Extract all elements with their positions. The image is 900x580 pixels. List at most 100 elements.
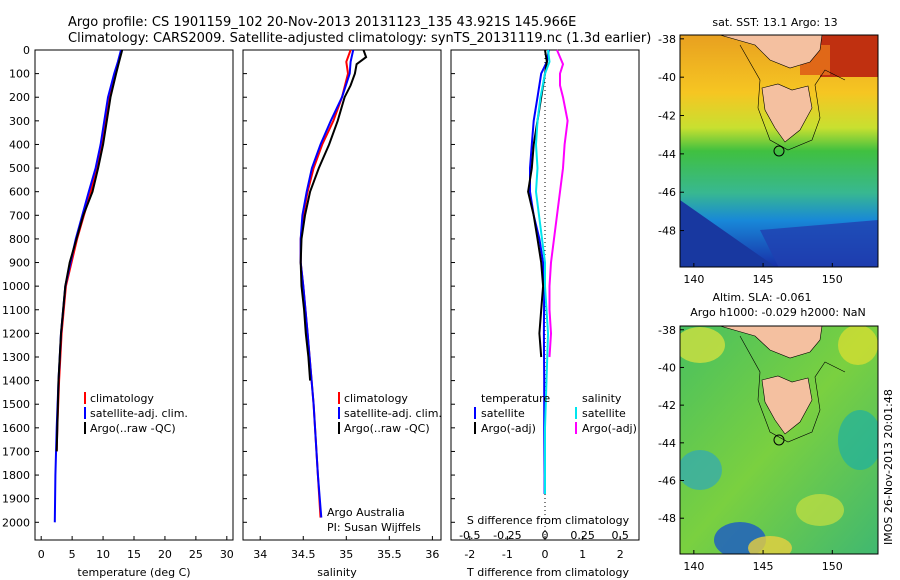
sla-map-title-line2: Argo h1000: -0.029 h2000: NaN [690, 306, 866, 319]
x-tick-label: 10 [96, 548, 110, 561]
map-y-tick-label: -46 [658, 186, 676, 199]
x-tick-label: 34.5 [291, 548, 316, 561]
sla-high-blob [748, 536, 792, 554]
t-difference-axis-label: T difference from climatology [466, 566, 629, 579]
depth-tick-label: 1100 [2, 304, 30, 317]
salinity-plot: 34 34.5 35 35.5 36 [253, 49, 439, 561]
x-tick-label: 30 [220, 548, 234, 561]
x-tick-label: 20 [158, 548, 172, 561]
map-y-tick-label: -44 [658, 148, 676, 161]
depth-tick-label: 700 [9, 209, 30, 222]
sst-cold-corner [680, 200, 776, 267]
mainland-coast [719, 326, 823, 359]
bathymetry-contour [739, 335, 846, 443]
x-tick-label: 2 [617, 548, 624, 561]
salinity-annotation-line1: Argo Australia [327, 506, 405, 519]
mainland-coast [719, 35, 823, 69]
series-line-salinity-satellite [534, 49, 551, 494]
sla-map-frame [679, 325, 879, 555]
salinity-axis-label: salinity [317, 566, 357, 579]
legend-label-satellite: satellite-adj. clim. [90, 407, 188, 420]
map-y-tick-label: -46 [658, 475, 676, 488]
map-y-tick-label: -42 [658, 399, 676, 412]
x-tick-label: 5 [69, 548, 76, 561]
sla-high-blob [796, 494, 844, 526]
depth-tick-label: 1700 [2, 445, 30, 458]
depth-tick-label: 1800 [2, 469, 30, 482]
argo-position-marker [773, 145, 785, 157]
bathymetry-contour [739, 44, 846, 151]
map-x-tick-label: 150 [822, 560, 843, 573]
figure-title-line2: Climatology: CARS2009. Satellite-adjuste… [68, 31, 651, 46]
series-line-climatology [299, 49, 352, 518]
sla-low-blob [838, 410, 878, 470]
depth-tick-label: 1300 [2, 351, 30, 364]
depth-tick-label: 1000 [2, 280, 30, 293]
map-y-tick-label: -40 [658, 71, 676, 84]
figure-title-line1: Argo profile: CS 1901159_102 20-Nov-2013… [68, 15, 576, 30]
depth-tick-label: 1500 [2, 398, 30, 411]
map-x-tick-label: 145 [753, 273, 774, 286]
s-diff-tick-label: -0.5 [459, 529, 480, 542]
map-y-tick-label: -38 [658, 33, 676, 46]
salinity-panel [242, 49, 442, 541]
sst-map-title: sat. SST: 13.1 Argo: 13 [712, 16, 837, 29]
difference-legend: temperature satellite Argo(-adj) salinit… [474, 392, 637, 435]
legend-label-argo: Argo(..raw -QC) [344, 422, 430, 435]
legend-label-temp-argo: Argo(-adj) [481, 422, 536, 435]
depth-tick-label: 0 [23, 44, 30, 57]
map-y-tick-label: -38 [658, 324, 676, 337]
x-tick-label: -1 [502, 548, 513, 561]
sst-map-frame [679, 34, 879, 268]
depth-tick-label: 1600 [2, 422, 30, 435]
x-tick-label: 35 [339, 548, 353, 561]
argo-position-marker [773, 434, 785, 446]
sst-deep-blue-band [760, 220, 878, 267]
temperature-axis-label: temperature (deg C) [77, 566, 190, 579]
map-x-tick-label: 145 [753, 560, 774, 573]
x-tick-label: 36 [425, 548, 439, 561]
s-diff-tick-label: 0.25 [570, 529, 595, 542]
difference-plot: -2 -1 0 1 2 -0.5 -0.25 0 0.25 0.5 [459, 49, 629, 561]
imos-credit: IMOS 26-Nov-2013 20:01:48 [882, 389, 895, 545]
x-tick-label: 1 [579, 548, 586, 561]
salinity-annotation-line2: PI: Susan Wijffels [327, 521, 421, 534]
legend-label-climatology: climatology [344, 392, 408, 405]
legend-label-argo: Argo(..raw -QC) [90, 422, 176, 435]
depth-tick-label: 900 [9, 257, 30, 270]
tasmania-island [761, 375, 813, 435]
x-tick-label: 25 [189, 548, 203, 561]
sst-map-axes: 140 145 150 -38 -40 -42 -44 -46 -48 [658, 33, 843, 286]
legend-title-temperature: temperature [481, 392, 550, 405]
map-y-tick-label: -42 [658, 110, 676, 123]
s-diff-tick-label: 0.5 [611, 529, 629, 542]
sla-map [680, 326, 878, 554]
map-y-tick-label: -48 [658, 512, 676, 525]
depth-tick-label: 300 [9, 115, 30, 128]
x-tick-label: -2 [464, 548, 475, 561]
temperature-legend: climatology satellite-adj. clim. Argo(..… [84, 392, 188, 435]
x-tick-label: 0 [542, 548, 549, 561]
map-y-tick-label: -40 [658, 361, 676, 374]
depth-tick-label: 100 [9, 68, 30, 81]
sla-map-title-line1: Altim. SLA: -0.061 [712, 291, 811, 304]
depth-tick-label: 1900 [2, 493, 30, 506]
sla-high-blob [680, 327, 725, 363]
salinity-legend: climatology satellite-adj. clim. Argo(..… [338, 392, 442, 435]
depth-tick-label: 400 [9, 138, 30, 151]
s-diff-tick-label: 0 [542, 529, 549, 542]
x-tick-label: 34 [253, 548, 267, 561]
map-x-tick-label: 140 [683, 560, 704, 573]
temperature-plot: 0 5 10 15 20 25 30 [38, 49, 234, 561]
x-tick-label: 15 [127, 548, 141, 561]
depth-tick-label: 500 [9, 162, 30, 175]
series-line-argo-raw-qc [55, 49, 124, 452]
series-line-satellite-adj-clim [299, 49, 355, 518]
x-tick-label: 0 [38, 548, 45, 561]
map-y-tick-label: -48 [658, 225, 676, 238]
depth-tick-label: 2000 [2, 516, 30, 529]
legend-label-satellite: satellite-adj. clim. [344, 407, 442, 420]
depth-tick-label: 800 [9, 233, 30, 246]
depth-axis: 0 100 200 300 400 500 600 700 800 900 1000 1100 1200… [2, 44, 455, 529]
